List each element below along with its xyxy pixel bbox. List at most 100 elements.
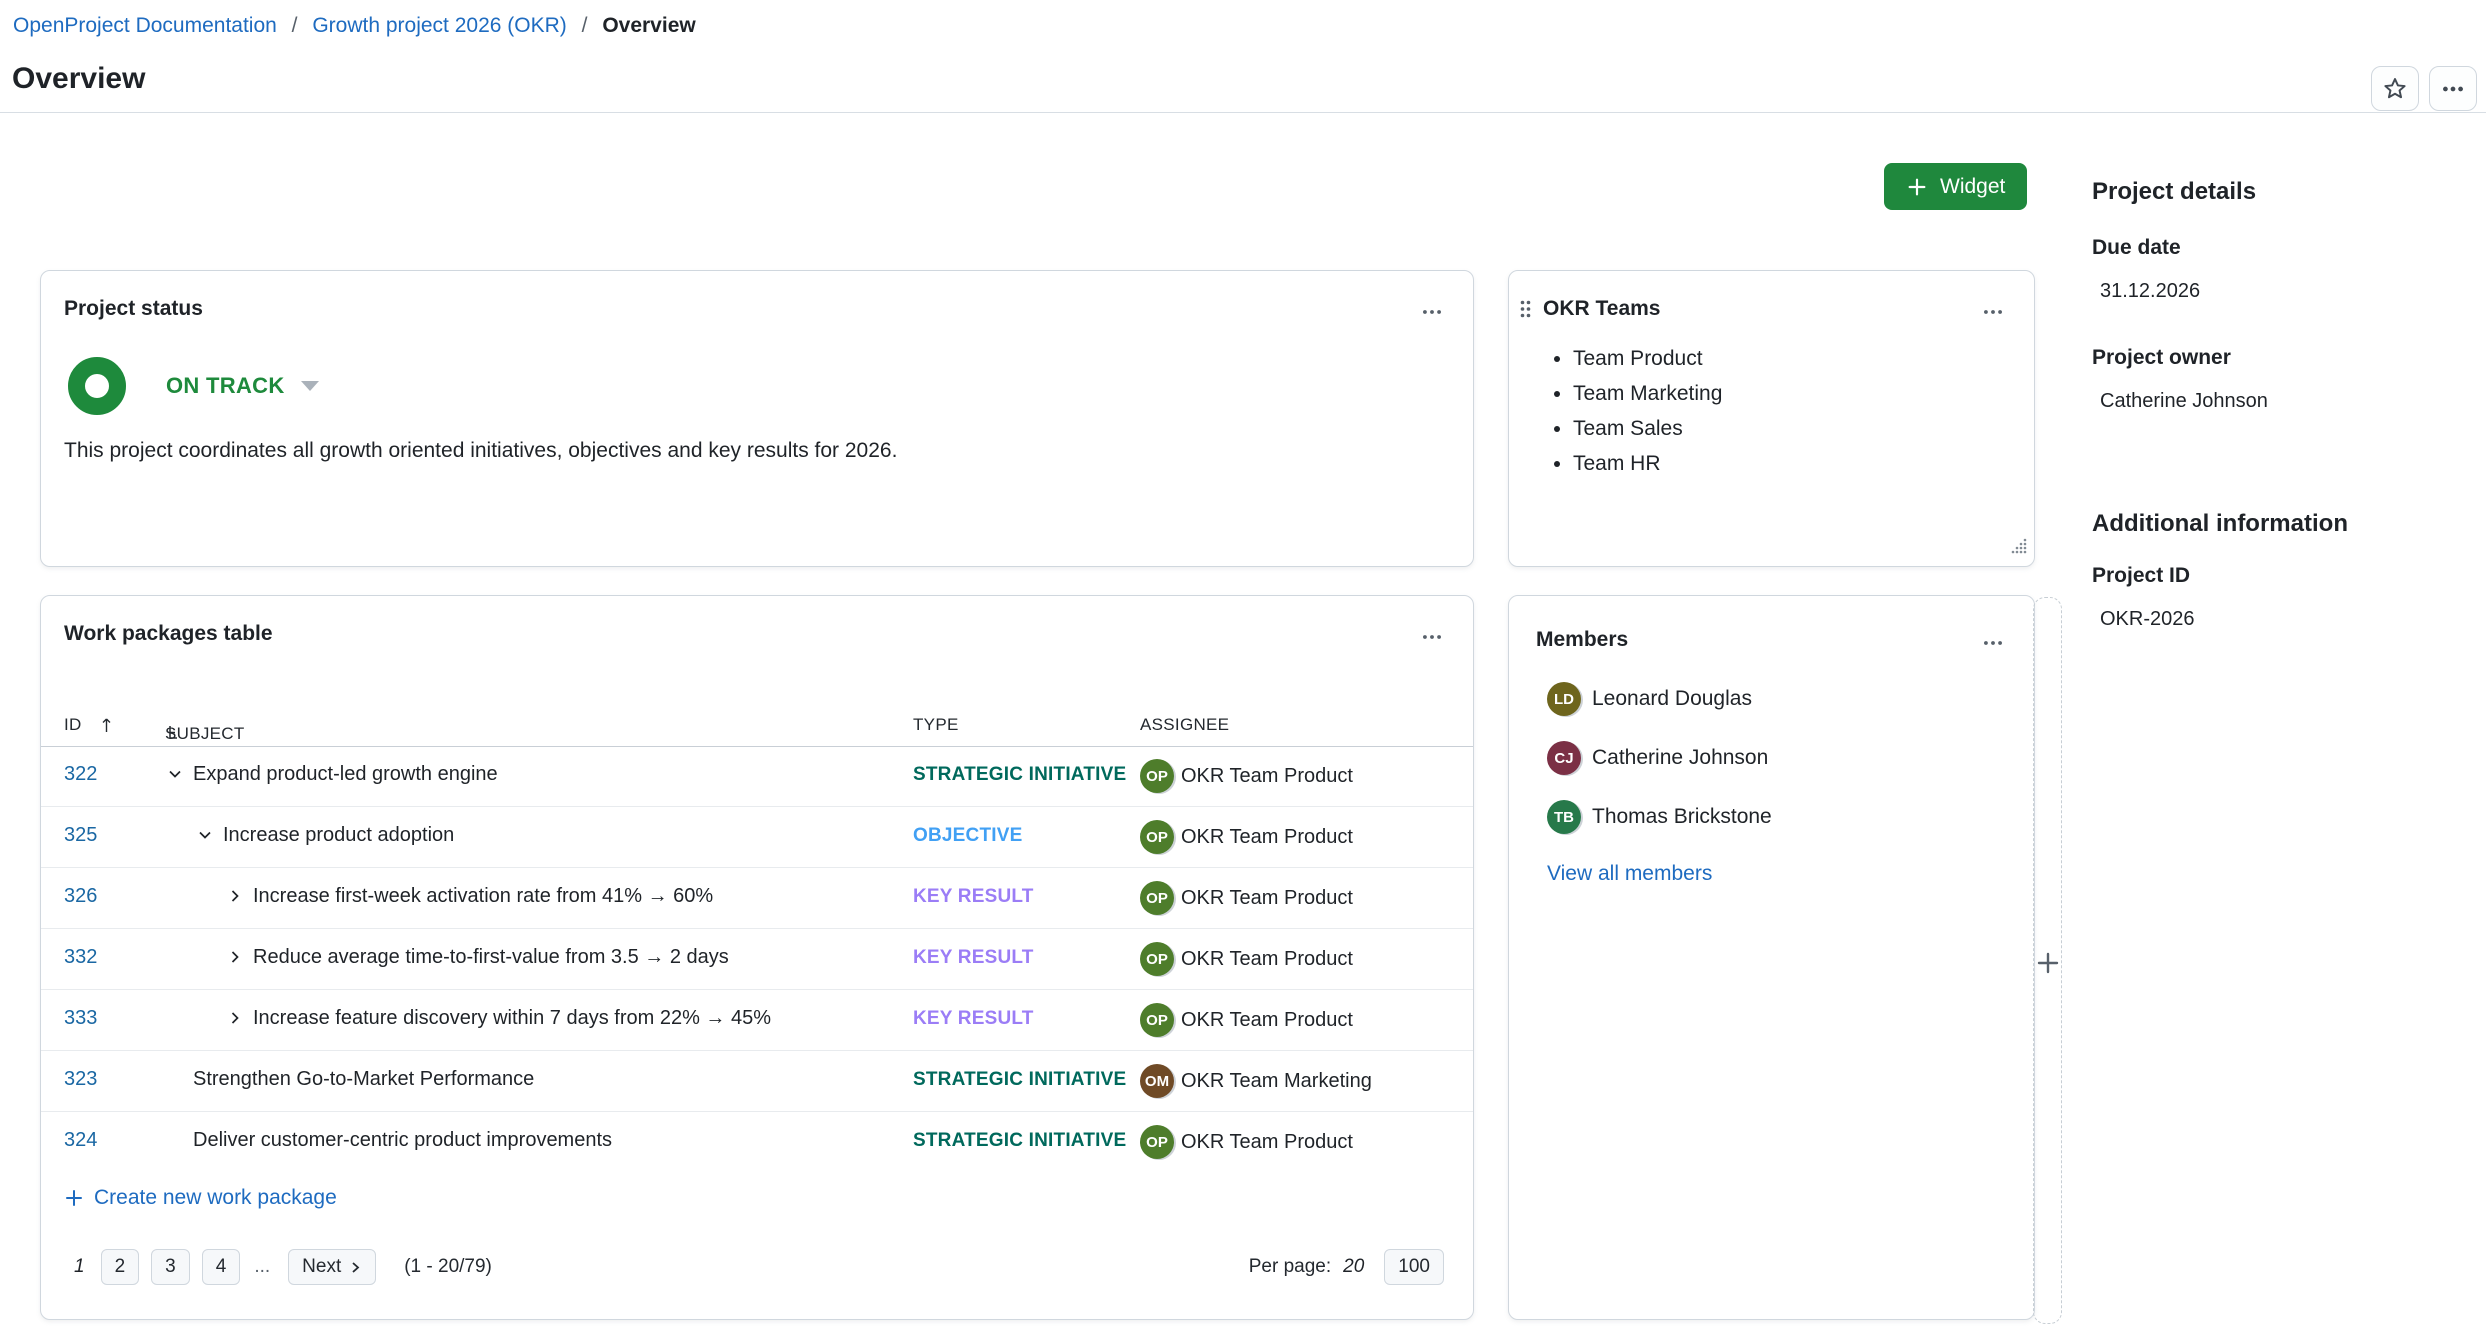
- widget-menu-button[interactable]: [1976, 299, 2010, 325]
- page-more-button[interactable]: [2429, 66, 2477, 111]
- widget-title: Members: [1536, 628, 1629, 651]
- project-owner-label: Project owner: [2092, 346, 2231, 369]
- work-package-id-link[interactable]: 323: [64, 1068, 98, 1090]
- table-row[interactable]: 323 Strengthen Go-to-Market Performance …: [41, 1051, 1473, 1112]
- next-page-button[interactable]: Next: [288, 1249, 377, 1285]
- member-name[interactable]: Leonard Douglas: [1592, 687, 1752, 710]
- drag-handle-icon[interactable]: [1519, 299, 1532, 324]
- additional-information-title: Additional information: [2092, 510, 2348, 537]
- column-header-subject-label: SUBJECT: [165, 724, 245, 743]
- widget-menu-button[interactable]: [1415, 624, 1449, 650]
- project-id-value[interactable]: OKR-2026: [2100, 608, 2195, 630]
- column-header-assignee[interactable]: ASSIGNEE: [1140, 715, 1230, 734]
- work-package-subject[interactable]: Increase feature discovery within 7 days…: [253, 1007, 772, 1029]
- breadcrumb-link-openproject-documentation[interactable]: OpenProject Documentation: [13, 14, 277, 37]
- list-item: Team HR: [1573, 452, 1722, 476]
- work-package-subject[interactable]: Increase product adoption: [223, 824, 455, 846]
- breadcrumb-link-project[interactable]: Growth project 2026 (OKR): [312, 14, 567, 37]
- project-owner-value[interactable]: Catherine Johnson: [2100, 390, 2268, 412]
- avatar: OP: [1140, 820, 1174, 854]
- column-header-type[interactable]: TYPE: [913, 715, 959, 734]
- assignee-name[interactable]: OKR Team Product: [1181, 825, 1353, 848]
- list-item[interactable]: CJ Catherine Johnson: [1547, 741, 1772, 775]
- work-package-id-link[interactable]: 324: [64, 1129, 98, 1151]
- work-package-id-link[interactable]: 333: [64, 1007, 98, 1029]
- table-row[interactable]: 325 Increase product adoption OBJECTIVE …: [41, 807, 1473, 868]
- work-package-id-link[interactable]: 326: [64, 885, 98, 907]
- favorite-button[interactable]: [2371, 66, 2419, 111]
- chevron-right-icon[interactable]: [226, 948, 246, 968]
- chevron-down-icon[interactable]: [166, 765, 186, 785]
- work-package-subject[interactable]: Reduce average time-to-first-value from …: [253, 946, 729, 968]
- widget-title: OKR Teams: [1543, 297, 1661, 320]
- due-date-label: Due date: [2092, 236, 2181, 259]
- breadcrumb-current: Overview: [602, 14, 696, 37]
- per-page-label: Per page:: [1248, 1256, 1332, 1277]
- work-package-subject[interactable]: Increase first-week activation rate from…: [253, 885, 714, 907]
- sort-ascending-icon: [99, 715, 114, 740]
- widget-title: Project status: [64, 297, 203, 320]
- status-label: ON TRACK: [166, 373, 285, 398]
- work-package-subject[interactable]: Expand product-led growth engine: [193, 763, 498, 785]
- due-date-value[interactable]: 31.12.2026: [2100, 280, 2201, 302]
- assignee-name[interactable]: OKR Team Product: [1181, 764, 1353, 787]
- page-button[interactable]: 3: [151, 1249, 190, 1285]
- column-header-id[interactable]: ID: [64, 715, 82, 734]
- list-item[interactable]: TB Thomas Brickstone: [1547, 800, 1772, 834]
- widget-menu-button[interactable]: [1976, 630, 2010, 656]
- plus-icon: [64, 1188, 84, 1208]
- list-item: Team Marketing: [1573, 382, 1722, 406]
- avatar: LD: [1547, 682, 1581, 716]
- assignee-name[interactable]: OKR Team Product: [1181, 1130, 1353, 1153]
- caret-down-icon: [300, 381, 319, 391]
- member-name[interactable]: Catherine Johnson: [1592, 746, 1769, 769]
- project-id-label: Project ID: [2092, 564, 2191, 587]
- table-row[interactable]: 333 Increase feature discovery within 7 …: [41, 990, 1473, 1051]
- view-all-members-link[interactable]: View all members: [1547, 862, 1713, 885]
- list-item: Team Sales: [1573, 417, 1722, 441]
- assignee-name[interactable]: OKR Team Product: [1181, 947, 1353, 970]
- status-donut-icon: [68, 357, 126, 415]
- create-work-package-label: Create new work package: [94, 1186, 337, 1209]
- pagination-range: (1 - 20/79): [404, 1256, 492, 1277]
- page-button[interactable]: 4: [201, 1249, 241, 1285]
- project-status-selector[interactable]: ON TRACK: [68, 357, 319, 415]
- page-button[interactable]: 2: [100, 1249, 140, 1285]
- resize-handle[interactable]: [2010, 537, 2028, 560]
- avatar: OP: [1140, 942, 1174, 976]
- work-package-type: STRATEGIC INITIATIVE: [913, 764, 1127, 785]
- assignee-name[interactable]: OKR Team Product: [1181, 886, 1353, 909]
- work-package-id-link[interactable]: 332: [64, 946, 98, 968]
- project-details-title: Project details: [2092, 178, 2257, 205]
- table-row[interactable]: 332 Reduce average time-to-first-value f…: [41, 929, 1473, 990]
- table-row[interactable]: 322 Expand product-led growth engine STR…: [41, 746, 1473, 807]
- assignee-cell: OP OKR Team Product: [1140, 1003, 1353, 1037]
- add-widget-column-button[interactable]: [2035, 950, 2061, 981]
- create-work-package-link[interactable]: Create new work package: [64, 1186, 337, 1210]
- assignee-cell: OP OKR Team Product: [1140, 942, 1353, 976]
- assignee-name[interactable]: OKR Team Product: [1181, 1008, 1353, 1031]
- work-package-type: KEY RESULT: [913, 947, 1034, 968]
- breadcrumb: OpenProject Documentation / Growth proje…: [13, 14, 696, 38]
- widget-menu-button[interactable]: [1415, 299, 1449, 325]
- table-row[interactable]: 324 Deliver customer-centric product imp…: [41, 1112, 1473, 1172]
- chevron-right-icon[interactable]: [226, 887, 246, 907]
- chevron-right-icon[interactable]: [226, 1009, 246, 1029]
- member-list: LD Leonard Douglas CJ Catherine Johnson …: [1547, 682, 1772, 859]
- per-page-option-button[interactable]: 100: [1384, 1249, 1444, 1285]
- assignee-cell: OP OKR Team Product: [1140, 881, 1353, 915]
- assignee-name[interactable]: OKR Team Marketing: [1181, 1069, 1372, 1092]
- avatar: OP: [1140, 1125, 1174, 1159]
- star-icon: [2382, 76, 2408, 102]
- add-widget-button[interactable]: Widget: [1884, 163, 2028, 210]
- member-name[interactable]: Thomas Brickstone: [1592, 805, 1772, 828]
- work-packages-widget: Work packages table ID SUBJECT TYPE ASSI…: [40, 595, 1474, 1320]
- chevron-down-icon[interactable]: [196, 826, 216, 846]
- work-package-id-link[interactable]: 322: [64, 763, 98, 785]
- list-item[interactable]: LD Leonard Douglas: [1547, 682, 1772, 716]
- chevron-right-icon: [349, 1260, 362, 1275]
- work-package-id-link[interactable]: 325: [64, 824, 98, 846]
- table-row[interactable]: 326 Increase first-week activation rate …: [41, 868, 1473, 929]
- work-package-subject[interactable]: Strengthen Go-to-Market Performance: [193, 1068, 535, 1090]
- work-package-subject[interactable]: Deliver customer-centric product improve…: [193, 1129, 613, 1151]
